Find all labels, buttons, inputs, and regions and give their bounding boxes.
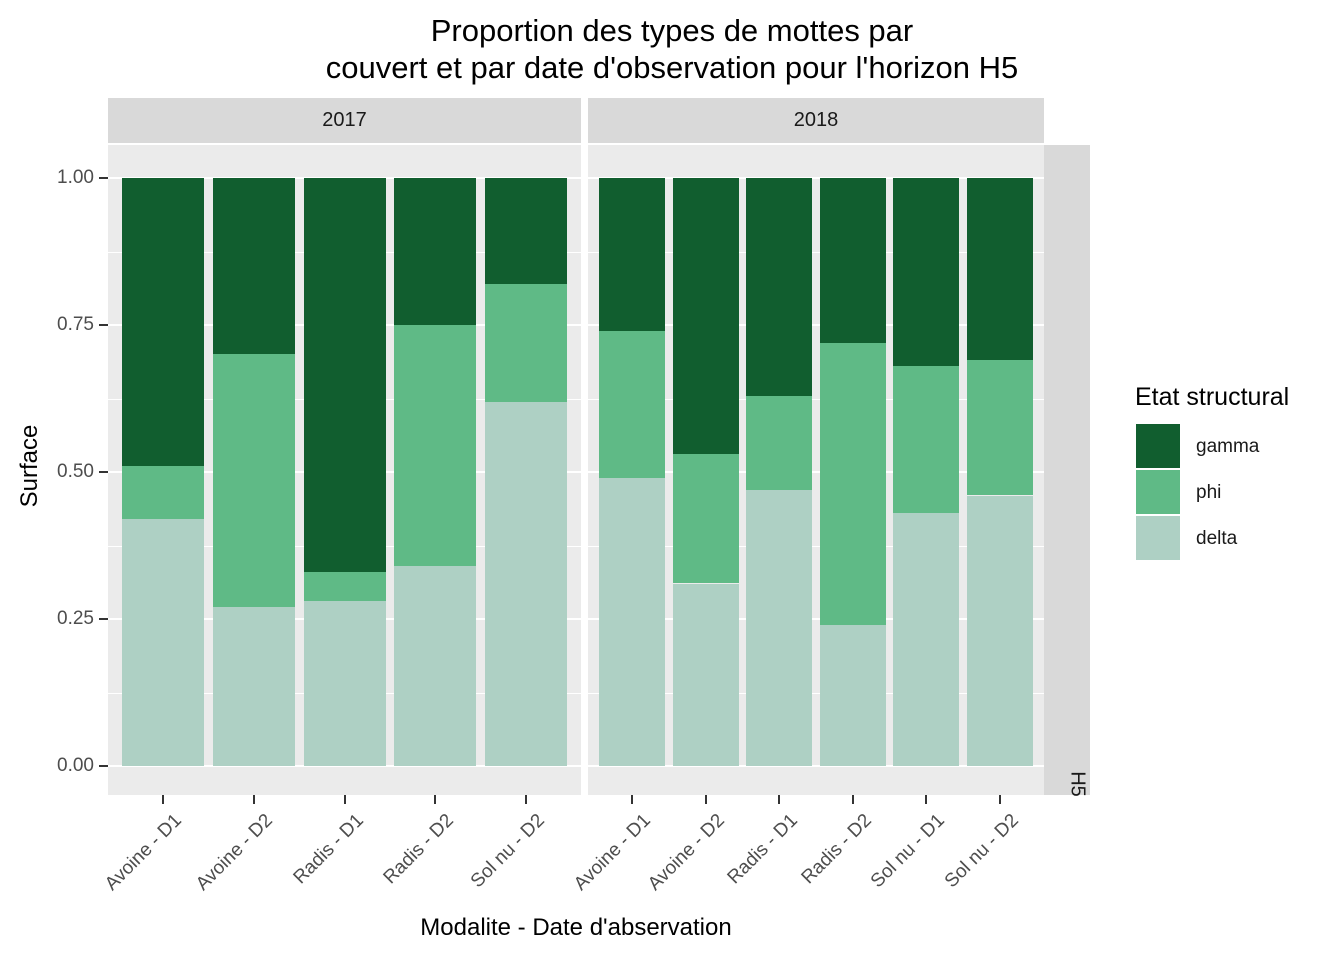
x-axis-tick (344, 795, 346, 804)
bar-segment-delta (820, 625, 886, 766)
bar-segment-gamma (213, 178, 295, 354)
bar-segment-gamma (394, 178, 476, 325)
minor-gridline (588, 399, 1044, 400)
bar-segment-phi (485, 284, 567, 402)
y-tick-label: 0.25 (57, 608, 94, 629)
legend-key-gamma (1136, 424, 1180, 468)
facet-strip-top: 2018 (588, 98, 1044, 143)
x-tick-label: Radis - D2 (797, 810, 876, 889)
bar-segment-phi (122, 466, 204, 519)
legend-key-phi (1136, 470, 1180, 514)
legend-item-label: phi (1196, 482, 1222, 503)
x-tick-label: Avoine - D2 (192, 810, 277, 895)
major-gridline (588, 618, 1044, 620)
bar-segment-gamma (304, 178, 386, 572)
x-axis-tick (999, 795, 1001, 804)
facet-strip-top: 2017 (108, 98, 581, 143)
bar-segment-phi (673, 454, 739, 583)
plot-title-line1: Proportion des types de mottes par (430, 13, 914, 48)
bar-segment-phi (967, 360, 1033, 495)
x-axis-tick (434, 795, 436, 804)
y-axis-tick (99, 177, 108, 179)
bar-segment-gamma (893, 178, 959, 366)
x-axis-tick (631, 795, 633, 804)
y-axis-tick (99, 765, 108, 767)
x-axis-tick (525, 795, 527, 804)
y-axis-tick (99, 618, 108, 620)
bar-segment-delta (746, 490, 812, 766)
facet-strip-top-label: 2018 (793, 109, 839, 131)
minor-gridline (588, 546, 1044, 547)
bar-segment-delta (967, 496, 1033, 766)
bar-segment-phi (893, 366, 959, 513)
minor-gridline (588, 252, 1044, 253)
x-tick-label: Radis - D1 (289, 810, 368, 889)
bar-segment-delta (485, 401, 567, 766)
x-axis-tick (162, 795, 164, 804)
facet-strip-right: H5 (1044, 145, 1090, 797)
y-tick-label: 0.00 (57, 755, 94, 776)
plot-title-line2: couvert et par date d'observation pour l… (325, 50, 1019, 85)
x-tick-label: Avoine - D1 (101, 810, 186, 895)
bar-segment-gamma (673, 178, 739, 454)
x-tick-label: Avoine - D2 (644, 810, 729, 895)
major-gridline (588, 324, 1044, 326)
bar-segment-delta (599, 478, 665, 766)
bar-segment-phi (820, 343, 886, 625)
facet-strip-top-label: 2017 (322, 109, 367, 131)
facet-strip-right-label: H5 (1066, 770, 1089, 797)
bar-segment-delta (122, 519, 204, 766)
y-axis-tick (99, 471, 108, 473)
bar-segment-delta (213, 607, 295, 766)
bar-segment-delta (394, 566, 476, 766)
x-tick-label: Avoine - D1 (570, 810, 655, 895)
x-tick-label: Sol nu - D2 (466, 810, 549, 893)
x-axis-title: Modalite - Date d'abservation (420, 914, 732, 941)
bar-segment-gamma (485, 178, 567, 284)
x-axis-tick (253, 795, 255, 804)
x-tick-label: Radis - D2 (379, 810, 458, 889)
bar-segment-delta (304, 601, 386, 766)
x-axis-tick (925, 795, 927, 804)
bar-segment-phi (746, 396, 812, 490)
legend-item-label: gamma (1196, 436, 1260, 457)
x-tick-label: Radis - D1 (723, 810, 802, 889)
y-tick-label: 0.50 (57, 461, 94, 482)
bar-segment-phi (213, 354, 295, 607)
major-gridline (588, 765, 1044, 767)
x-tick-label: Sol nu - D2 (940, 810, 1023, 893)
bar-segment-phi (394, 325, 476, 566)
bar-segment-gamma (122, 178, 204, 466)
x-tick-label: Sol nu - D1 (866, 810, 949, 893)
bar-segment-gamma (746, 178, 812, 396)
bar-segment-phi (304, 572, 386, 601)
y-axis-tick (99, 324, 108, 326)
y-tick-label: 1.00 (57, 167, 94, 188)
legend-key-delta (1136, 516, 1180, 560)
x-axis-tick (705, 795, 707, 804)
bar-segment-phi (599, 331, 665, 478)
legend-item-label: delta (1196, 528, 1238, 549)
major-gridline (588, 471, 1044, 473)
minor-gridline (588, 693, 1044, 694)
bar-segment-gamma (967, 178, 1033, 360)
x-axis-tick (852, 795, 854, 804)
major-gridline (588, 177, 1044, 179)
bar-segment-gamma (599, 178, 665, 331)
bar-segment-gamma (820, 178, 886, 343)
y-tick-label: 0.75 (57, 314, 94, 335)
legend-title: Etat structural (1135, 383, 1290, 411)
bar-segment-delta (893, 513, 959, 766)
bar-segment-delta (673, 584, 739, 766)
x-axis-tick (778, 795, 780, 804)
major-gridline (108, 765, 581, 767)
